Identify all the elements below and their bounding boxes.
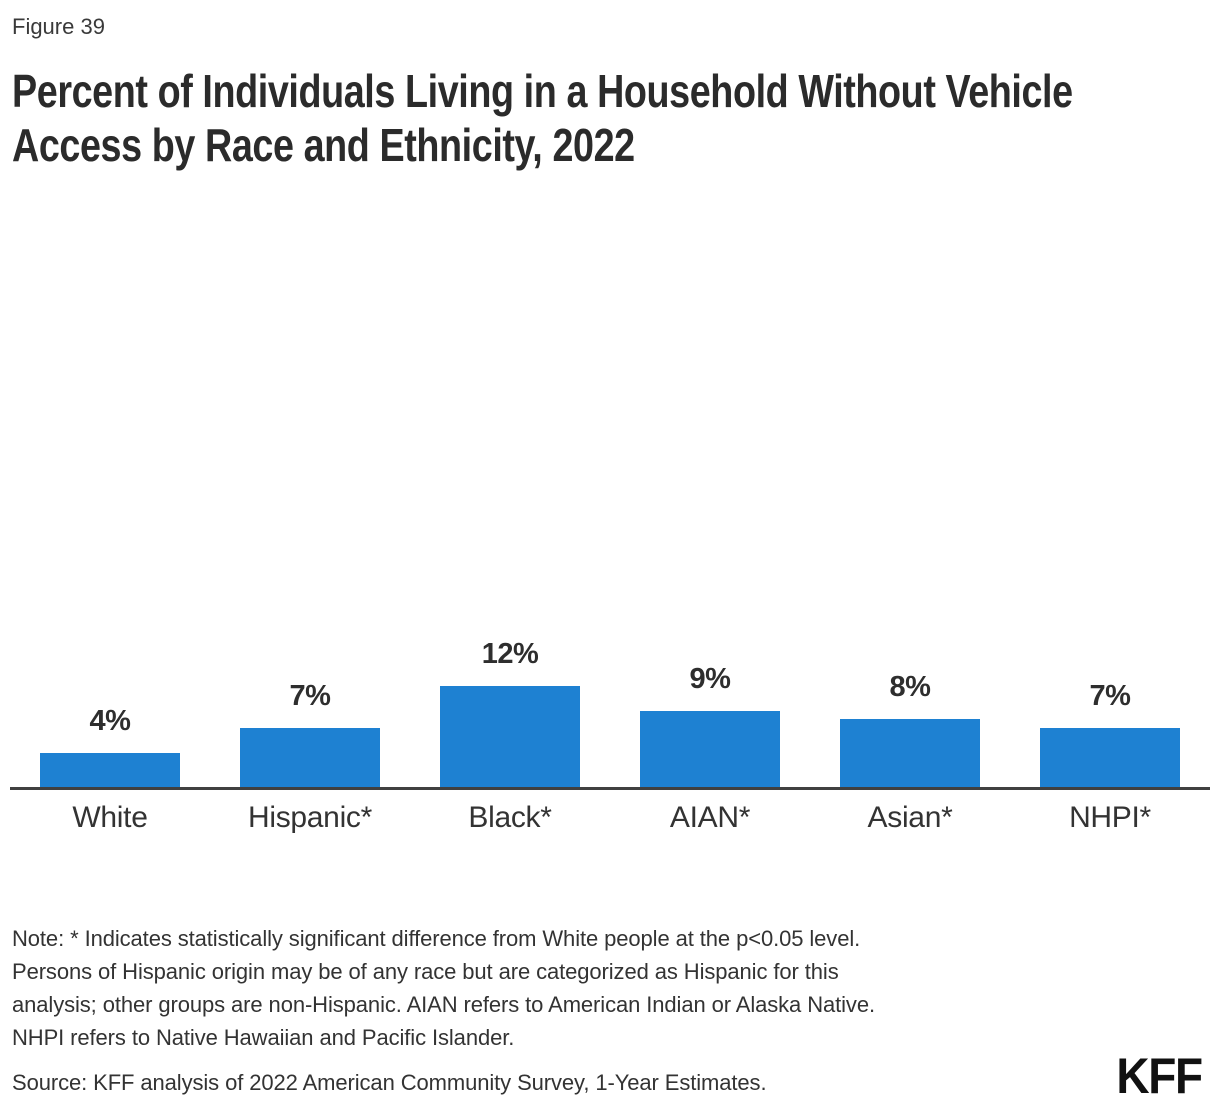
bar [640, 711, 780, 787]
bar [40, 753, 180, 787]
page-title-line-2: Access by Race and Ethnicity, 2022 [12, 119, 635, 171]
bar-group: 12% [410, 618, 610, 787]
category-label: AIAN* [669, 801, 751, 834]
kff-logo: KFF [1116, 1048, 1204, 1104]
bar-group: 7% [210, 618, 410, 787]
bar-group: 4% [10, 618, 210, 787]
source-text: Source: KFF analysis of 2022 American Co… [12, 1070, 767, 1095]
plot-area: 4% 7% 12% 9% 8% 7% [10, 618, 1210, 787]
category-label: Hispanic* [247, 801, 373, 834]
note-line: analysis; other groups are non-Hispanic.… [12, 992, 875, 1017]
category-label: White [72, 801, 148, 834]
bar [1040, 728, 1180, 787]
note-line: Persons of Hispanic origin may be of any… [12, 959, 839, 984]
figure-number-label: Figure 39 [12, 14, 105, 39]
bar-value-label: 12% [481, 638, 539, 670]
bar-value-label: 7% [1089, 680, 1131, 712]
category-label: Black* [468, 801, 552, 834]
bar-value-label: 8% [889, 671, 931, 703]
category-label: NHPI* [1069, 801, 1151, 834]
note-text: Note: * Indicates statistically signific… [12, 922, 875, 1054]
category-label: Asian* [867, 801, 953, 834]
bar-group: 7% [1010, 618, 1210, 787]
bar [240, 728, 380, 787]
category-row: White Hispanic* Black* AIAN* Asian* NHPI* [10, 800, 1210, 836]
note-line: Note: * Indicates statistically signific… [12, 926, 861, 951]
bar-group: 8% [810, 618, 1010, 787]
x-axis-line [10, 787, 1210, 790]
bar [440, 686, 580, 787]
bar [840, 719, 980, 787]
page-title-line-1: Percent of Individuals Living in a House… [12, 65, 1073, 117]
bar-group: 9% [610, 618, 810, 787]
bar-value-label: 4% [89, 705, 131, 737]
bar-value-label: 9% [689, 663, 731, 695]
note-line: NHPI refers to Native Hawaiian and Pacif… [12, 1025, 515, 1050]
page-title: Percent of Individuals Living in a House… [12, 64, 1073, 172]
bar-value-label: 7% [289, 680, 331, 712]
